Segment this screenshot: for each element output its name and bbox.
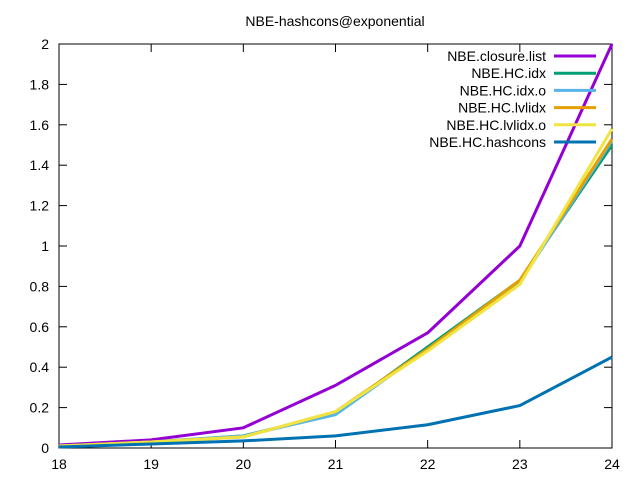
series-line-nbe-hc-lvlidx-o — [58, 128, 614, 448]
legend-label: NBE.HC.idx.o — [460, 82, 547, 98]
series-line-nbe-closure-list — [58, 43, 614, 447]
legend-label: NBE.HC.lvlidx.o — [446, 117, 546, 133]
x-tick-label: 18 — [51, 456, 67, 472]
legend-label: NBE.closure.list — [447, 48, 546, 64]
y-tick-label: 0.6 — [30, 319, 50, 335]
y-tick-label: 1.2 — [30, 198, 50, 214]
y-tick-label: 0.2 — [30, 400, 50, 416]
y-tick-label: 2 — [41, 36, 49, 52]
legend-label: NBE.HC.hashcons — [429, 134, 546, 150]
x-tick-label: 19 — [143, 456, 159, 472]
chart-title: NBE-hashcons@exponential — [245, 13, 424, 29]
y-tick-label: 0.4 — [30, 359, 50, 375]
series-line-nbe-hc-hashcons — [58, 355, 613, 449]
legend-label: NBE.HC.idx — [471, 65, 546, 81]
x-tick-label: 24 — [604, 456, 620, 472]
y-tick-label: 0 — [41, 440, 49, 456]
legend-label: NBE.HC.lvlidx — [458, 100, 546, 116]
x-tick-label: 23 — [512, 456, 528, 472]
y-tick-label: 1.4 — [30, 157, 50, 173]
y-tick-label: 1 — [41, 238, 49, 254]
x-tick-label: 22 — [420, 456, 436, 472]
y-tick-label: 0.8 — [30, 278, 50, 294]
y-tick-label: 1.6 — [30, 117, 50, 133]
x-tick-label: 20 — [236, 456, 252, 472]
axis-ticks: 0 0.2 0.4 0.6 0.8 1 1.2 1.4 1.6 1.8 2 18 19 20 21 22 23 2… — [30, 36, 620, 472]
x-tick-label: 21 — [328, 456, 344, 472]
y-tick-label: 1.8 — [30, 76, 50, 92]
series-lines — [58, 43, 614, 449]
